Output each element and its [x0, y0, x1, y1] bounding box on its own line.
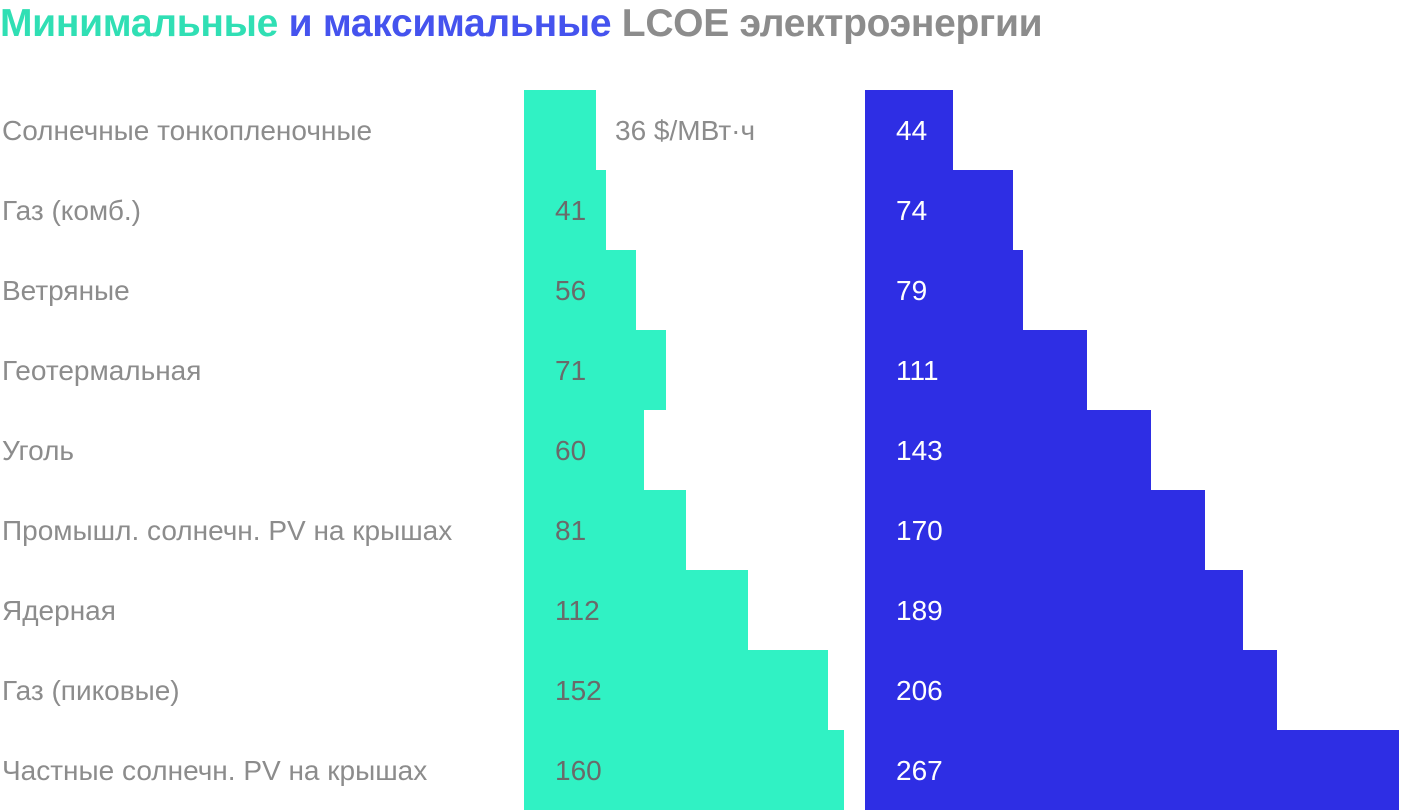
max-bar: [865, 490, 1205, 570]
min-bar: [524, 410, 644, 490]
min-bar: [524, 330, 666, 410]
title-part-min: Минимальные: [0, 2, 279, 45]
category-label: Промышл. солнечн. PV на крышах: [2, 515, 452, 546]
category-label: Солнечные тонкопленочные: [2, 115, 372, 146]
max-value-label: 74: [896, 195, 927, 226]
category-label: Геотермальная: [2, 355, 201, 386]
min-value-label: 81: [555, 515, 586, 546]
max-value-label: 44: [896, 115, 927, 146]
max-bar: [865, 330, 1087, 410]
min-value-label: 56: [555, 275, 586, 306]
min-value-label: 41: [555, 195, 586, 226]
min-value-label: 160: [555, 755, 602, 786]
max-value-label: 189: [896, 595, 943, 626]
category-label: Ветряные: [2, 275, 130, 306]
max-bar: [865, 730, 1399, 810]
chart-title: Минимальные и максимальные LCOE электроэ…: [0, 2, 1043, 46]
max-value-label: 111: [896, 355, 939, 386]
max-bar: [865, 170, 1013, 250]
category-label: Уголь: [2, 435, 74, 466]
category-label: Газ (пиковые): [2, 675, 180, 706]
max-bar: [865, 250, 1023, 330]
min-value-label: 60: [555, 435, 586, 466]
max-value-label: 267: [896, 755, 943, 786]
max-bar: [865, 650, 1277, 730]
min-bar: [524, 570, 748, 650]
min-value-label: 152: [555, 675, 602, 706]
title-part-max: максимальные: [322, 2, 612, 45]
min-bar: [524, 490, 686, 570]
max-value-label: 170: [896, 515, 943, 546]
max-bar: [865, 90, 953, 170]
max-value-label: 206: [896, 675, 943, 706]
title-part-rest: LCOE электроэнергии: [621, 2, 1043, 45]
max-value-label: 143: [896, 435, 943, 466]
max-bar: [865, 570, 1243, 650]
min-bar: [524, 730, 844, 810]
category-label: Ядерная: [2, 595, 116, 626]
min-value-label: 36 $/МВт·ч: [615, 115, 755, 146]
min-bar: [524, 90, 596, 170]
min-bar: [524, 650, 828, 730]
category-label: Частные солнечн. PV на крышах: [2, 755, 427, 786]
title-part-and: и: [288, 2, 313, 45]
min-bar: [524, 170, 606, 250]
max-value-label: 79: [896, 275, 927, 306]
min-value-label: 112: [555, 595, 600, 626]
min-bar: [524, 250, 636, 330]
max-bar: [865, 410, 1151, 490]
min-value-label: 71: [555, 355, 586, 386]
category-label: Газ (комб.): [2, 195, 141, 226]
